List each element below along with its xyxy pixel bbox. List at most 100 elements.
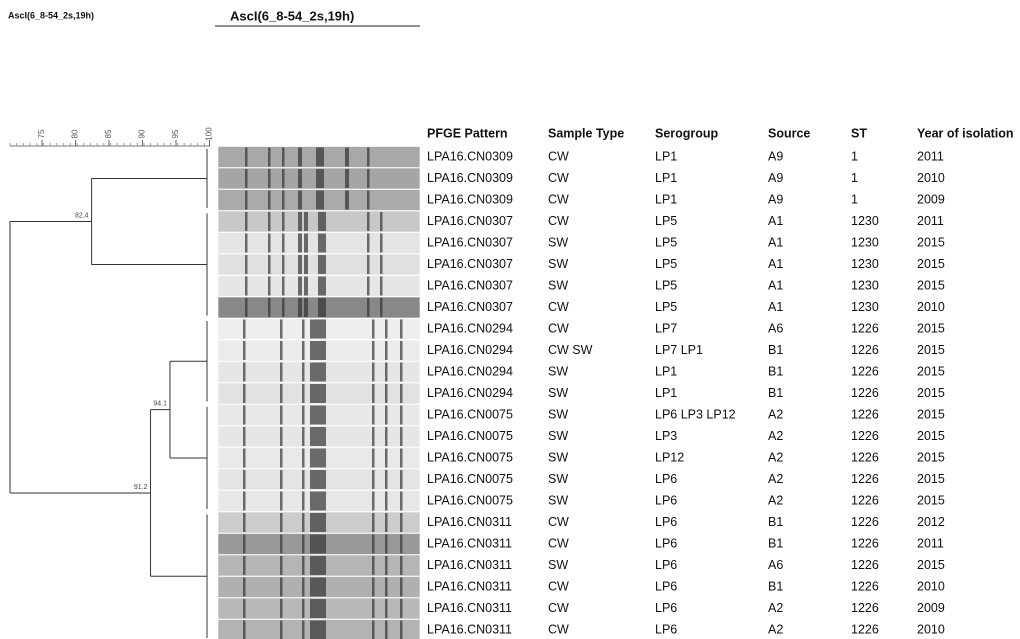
- column-header: Source: [768, 126, 810, 140]
- gel-band: [280, 362, 283, 382]
- gel-band: [385, 470, 388, 489]
- gel-band: [385, 620, 388, 639]
- gel-band: [304, 233, 308, 253]
- gel-band: [318, 620, 322, 639]
- table-cell: LPA16.CN0075: [427, 450, 513, 464]
- table-cell: LPA16.CN0075: [427, 407, 513, 421]
- table-cell: SW: [548, 235, 568, 249]
- table-cell: LPA16.CN0307: [427, 235, 513, 249]
- gel-band: [372, 556, 375, 575]
- table-cell: A6: [768, 321, 783, 335]
- table-cell: LPA16.CN0075: [427, 429, 513, 443]
- table-cell: A2: [768, 407, 783, 421]
- table-cell: CW: [548, 515, 569, 529]
- gel-band: [318, 534, 322, 554]
- column-header: Sample Type: [548, 126, 624, 140]
- gel-band: [243, 577, 246, 597]
- gel-band: [282, 276, 285, 296]
- gel-band: [385, 384, 388, 403]
- gel-band: [310, 534, 314, 554]
- table-cell: 2015: [917, 450, 945, 464]
- gel-band: [298, 190, 302, 210]
- table-cell: 2012: [917, 515, 945, 529]
- gel-band: [314, 341, 318, 360]
- scale-tick-label: 95: [171, 129, 180, 138]
- table-cell: LP6: [655, 601, 677, 615]
- gel-band: [302, 534, 305, 554]
- gel-band: [280, 427, 283, 446]
- table-cell: 1226: [851, 558, 879, 572]
- table-cell: 2015: [917, 472, 945, 486]
- table-cell: 2010: [917, 300, 945, 314]
- gel-band: [243, 556, 246, 575]
- gel-band: [400, 427, 403, 446]
- gel-band: [302, 319, 305, 339]
- gel-band: [314, 620, 318, 639]
- gel-band: [302, 341, 305, 360]
- table-cell: LP5: [655, 214, 677, 228]
- table-cell: LP6: [655, 472, 677, 486]
- gel-band: [298, 233, 302, 253]
- gel-band: [268, 212, 271, 231]
- gel-band: [314, 384, 318, 403]
- gel-band: [372, 470, 375, 489]
- gel-band: [280, 599, 283, 618]
- table-cell: CW SW: [548, 343, 593, 357]
- table-cell: CW: [548, 214, 569, 228]
- node-label: 82.4: [75, 212, 89, 219]
- table-cell: 1226: [851, 493, 879, 507]
- gel-band: [400, 491, 403, 511]
- table-cell: 2015: [917, 257, 945, 271]
- table-cell: LP1: [655, 171, 677, 185]
- gel-band: [302, 577, 305, 597]
- gel-band: [320, 169, 324, 188]
- gel-band: [298, 147, 302, 167]
- gel-band: [245, 169, 248, 188]
- gel-band: [268, 276, 271, 296]
- gel-band: [345, 190, 349, 210]
- gel-band: [322, 448, 326, 468]
- gel-band: [282, 233, 285, 253]
- gel-band: [302, 448, 305, 468]
- table-cell: 1226: [851, 364, 879, 378]
- table-cell: LP1: [655, 364, 677, 378]
- gel-band: [380, 233, 383, 253]
- table-cell: 1226: [851, 386, 879, 400]
- gel-band: [385, 491, 388, 511]
- gel-band: [318, 405, 322, 425]
- gel-band: [318, 513, 322, 532]
- gel-band: [322, 319, 326, 339]
- table-cell: LPA16.CN0294: [427, 364, 513, 378]
- gel-band: [298, 169, 302, 188]
- gel-band: [318, 255, 322, 274]
- gel-band: [310, 599, 314, 618]
- gel-band: [314, 448, 318, 468]
- table-cell: A2: [768, 493, 783, 507]
- table-cell: LPA16.CN0294: [427, 321, 513, 335]
- gel-band: [367, 190, 370, 210]
- table-cell: B1: [768, 579, 783, 593]
- gel-band: [310, 620, 314, 639]
- table-cell: 2010: [917, 579, 945, 593]
- gel-band: [322, 405, 326, 425]
- table-cell: 2015: [917, 278, 945, 292]
- table-cell: 1230: [851, 214, 879, 228]
- gel-band: [380, 298, 383, 317]
- table-cell: A1: [768, 257, 783, 271]
- gel-band: [282, 169, 285, 188]
- table-cell: 2015: [917, 235, 945, 249]
- table-cell: 1226: [851, 407, 879, 421]
- table-cell: 1226: [851, 622, 879, 636]
- gel-band: [318, 233, 322, 253]
- gel-band: [322, 470, 326, 489]
- table-cell: 1226: [851, 321, 879, 335]
- table-cell: LP12: [655, 450, 684, 464]
- gel-band: [400, 556, 403, 575]
- gel-band: [280, 405, 283, 425]
- gel-band: [314, 577, 318, 597]
- gel-band: [372, 384, 375, 403]
- gel-band: [322, 577, 326, 597]
- gel-band: [322, 513, 326, 532]
- table-cell: CW: [548, 149, 569, 163]
